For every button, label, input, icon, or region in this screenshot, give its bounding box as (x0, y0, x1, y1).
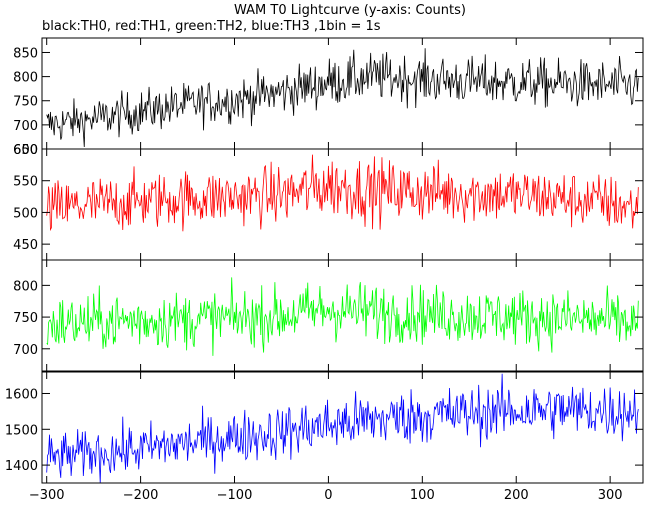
y-tick-label: 550 (13, 175, 38, 190)
x-tick-label: −100 (217, 488, 253, 503)
x-tick-label: 200 (504, 488, 529, 503)
series-line-th3 (46, 373, 639, 483)
y-tick-label: 650 (13, 143, 38, 158)
y-tick-label: 850 (13, 46, 38, 61)
y-tick-label: 800 (13, 71, 38, 86)
panels: 650 700 750 800 850 450 500 550 600 700 750 800 1400… (5, 37, 644, 503)
x-tick-label: 300 (598, 488, 623, 503)
panel-frame-th2 (41, 259, 644, 372)
series-line-th0 (46, 48, 639, 147)
y-tick-label: 700 (13, 119, 38, 134)
y-tick-label: 750 (13, 311, 38, 326)
chart-title: WAM T0 Lightcurve (y-axis: Counts) (234, 3, 466, 18)
panel-frame-th3 (41, 371, 644, 484)
y-tick-label: 1500 (5, 423, 38, 438)
y-tick-label: 450 (13, 238, 38, 253)
series-line-th2 (46, 277, 639, 356)
panel-frame-th1 (41, 148, 644, 261)
x-tick-label: 0 (324, 488, 332, 503)
y-tick-label: 500 (13, 206, 38, 221)
chart-subtitle: black:TH0, red:TH1, green:TH2, blue:TH3 … (42, 19, 381, 34)
y-tick-label: 700 (13, 343, 38, 358)
series-line-th1 (46, 154, 639, 232)
y-tick-label: 750 (13, 95, 38, 110)
x-tick-label: 100 (410, 488, 435, 503)
x-tick-label: −200 (123, 488, 159, 503)
x-tick-label: −300 (29, 488, 65, 503)
y-tick-label: 1400 (5, 459, 38, 474)
y-tick-label: 1600 (5, 387, 38, 402)
y-tick-label: 800 (13, 279, 38, 294)
y-tick-label: 600 (13, 143, 38, 158)
